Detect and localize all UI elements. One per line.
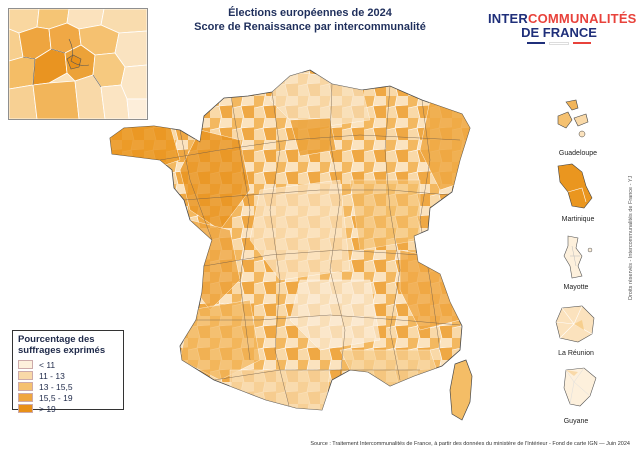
legend-swatch xyxy=(18,404,33,413)
logo-part-3: DE FRANCE xyxy=(521,25,597,40)
label-reunion: La Réunion xyxy=(558,350,594,357)
logo-flag-bar xyxy=(488,42,630,45)
legend-item: > 19 xyxy=(18,403,118,414)
logo-part-2: COMMUNALITÉS xyxy=(528,11,637,26)
paris-inset-map xyxy=(8,8,148,120)
legend-item: < 11 xyxy=(18,359,118,370)
map-title: Élections européennes de 2024 Score de R… xyxy=(160,6,460,34)
mayotte-map xyxy=(563,235,593,279)
legend-label: 11 - 13 xyxy=(39,370,65,381)
legend-title: Pourcentage des suffrages exprimés xyxy=(18,334,106,356)
title-line-1: Élections européennes de 2024 xyxy=(228,7,392,19)
label-guyane: Guyane xyxy=(563,418,589,425)
france-map xyxy=(109,69,473,421)
guyane-map xyxy=(563,367,597,407)
legend-item: 13 - 15,5 xyxy=(18,381,118,392)
legend-label: 15,5 - 19 xyxy=(39,392,73,403)
rights-note: Droits réservés - Intercommunalités de F… xyxy=(628,175,634,300)
legend-item: 15,5 - 19 xyxy=(18,392,118,403)
logo-part-1: INTER xyxy=(488,11,528,26)
reunion-map xyxy=(555,305,595,343)
legend-label: < 11 xyxy=(39,359,56,370)
corsica xyxy=(449,359,473,421)
paris-inset-svg xyxy=(9,9,147,119)
legend-swatch xyxy=(18,371,33,380)
legend-label: > 19 xyxy=(39,403,56,414)
source-note: Source : Traitement Intercommunalités de… xyxy=(310,441,630,447)
guadeloupe-map xyxy=(557,99,589,138)
martinique-map xyxy=(557,163,593,209)
legend-item: 11 - 13 xyxy=(18,370,118,381)
legend-swatch xyxy=(18,393,33,402)
map-legend: Pourcentage des suffrages exprimés < 11 … xyxy=(12,330,124,414)
title-line-2: Score de Renaissance par intercommunalit… xyxy=(194,21,426,33)
department-borders xyxy=(159,83,461,410)
legend-swatch xyxy=(18,382,33,391)
label-mayotte: Mayotte xyxy=(563,284,589,291)
legend-label: 13 - 15,5 xyxy=(39,381,73,392)
label-guadeloupe: Guadeloupe xyxy=(558,150,598,157)
intercommunalites-logo: INTERCOMMUNALITÉS DE FRANCE xyxy=(488,11,636,45)
legend-swatch xyxy=(18,360,33,369)
label-martinique: Martinique xyxy=(561,216,595,223)
